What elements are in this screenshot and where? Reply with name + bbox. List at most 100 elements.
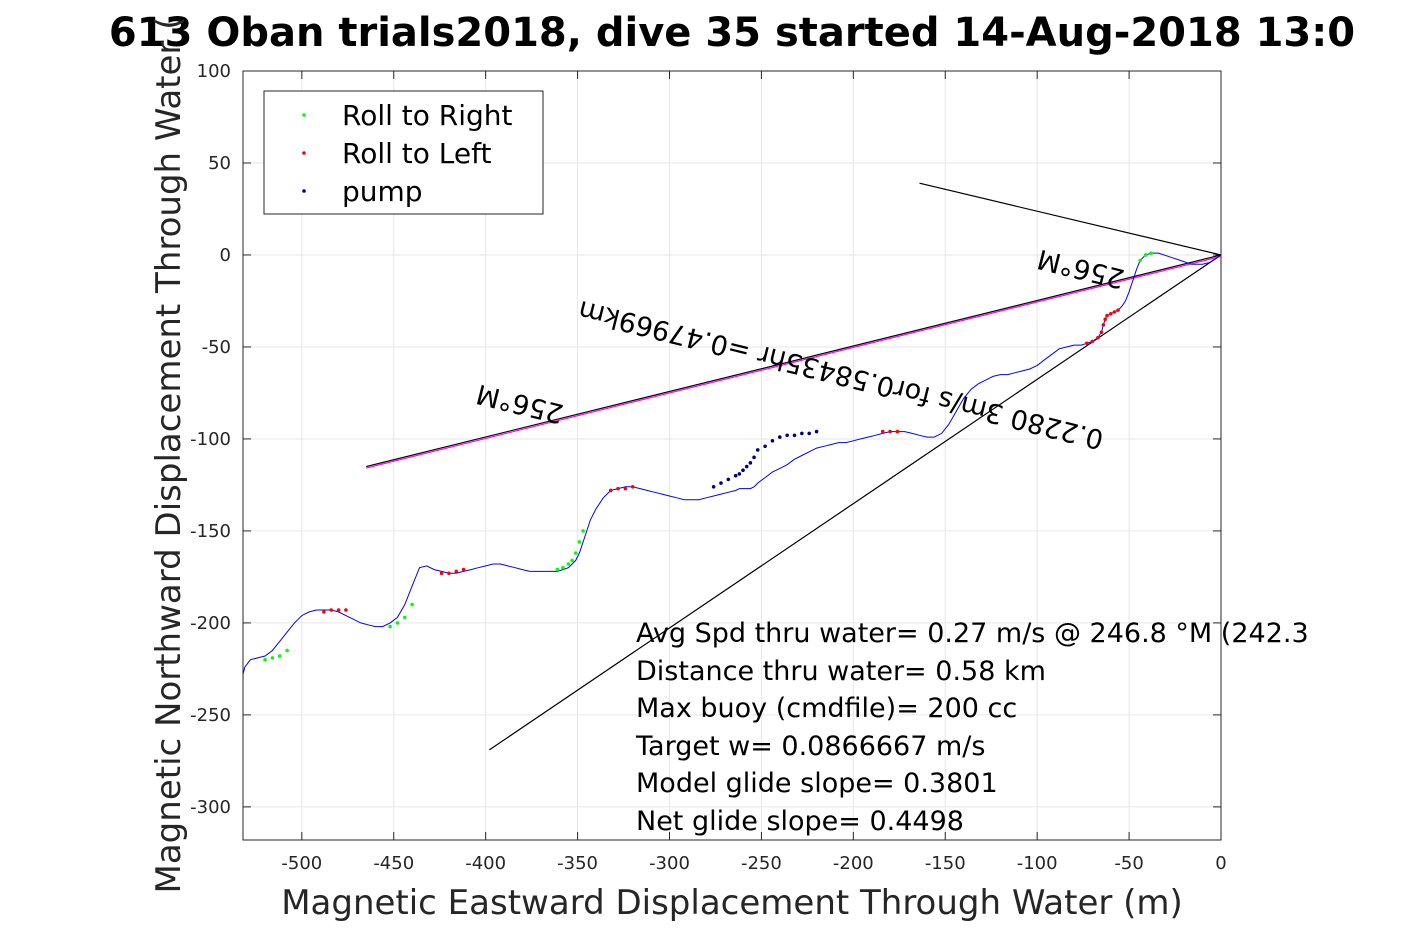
roll-right-point [402, 615, 407, 620]
pump-point [777, 435, 782, 439]
y-tick-label: -150 [190, 521, 231, 542]
roll-right-point [388, 624, 392, 629]
roll-right-point [581, 529, 585, 533]
roll-left-point [616, 486, 620, 491]
roll-left-point [344, 608, 348, 612]
legend-marker-roll-right [302, 113, 306, 117]
roll-right-point [263, 657, 267, 662]
x-tick-label: -250 [741, 853, 782, 874]
x-tick-label: -500 [281, 853, 322, 874]
pump-point [770, 438, 775, 443]
roll-left-point [439, 571, 444, 576]
x-tick-label: -400 [465, 853, 506, 874]
y-tick-label: -300 [190, 797, 231, 818]
roll-left-point [329, 608, 334, 612]
roll-left-point [630, 484, 635, 489]
stat-model-glide-slope: Model glide slope= 0.3801 [636, 768, 998, 799]
x-axis-label: Magnetic Eastward Displacement Through W… [281, 883, 1183, 923]
pump-point [755, 448, 760, 452]
legend-marker-pump [302, 189, 306, 193]
stat-max-buoy: Max buoy (cmdfile)= 200 cc [636, 693, 1017, 724]
pump-point [748, 461, 753, 465]
roll-left-point [1085, 341, 1089, 346]
legend-label-roll-right: Roll to Right [342, 99, 513, 132]
y-tick-label: 50 [208, 153, 231, 174]
roll-right-point [270, 656, 275, 660]
roll-right-point [555, 567, 560, 572]
roll-right-point [1138, 258, 1142, 263]
x-tick-label: -150 [925, 853, 966, 874]
x-tick-label: 0 [1215, 853, 1226, 874]
roll-left-point [1099, 330, 1104, 335]
y-axis-label: Magnetic Northward Displacement Through … [149, 17, 189, 894]
roll-right-point [410, 602, 414, 607]
x-tick-label: -350 [557, 853, 598, 874]
roll-left-point [336, 608, 341, 612]
plot-area-frame [242, 70, 1222, 841]
legend-label-roll-left: Roll to Left [342, 137, 491, 170]
roll-right-point [1149, 251, 1153, 255]
pump-point [800, 431, 804, 436]
marker-series [263, 251, 1153, 662]
pump-point [726, 477, 731, 482]
roll-right-point [395, 621, 400, 625]
roll-right-point [561, 565, 565, 570]
legend-box [263, 90, 544, 215]
heading-line [366, 254, 1222, 469]
roll-left-point [888, 429, 892, 434]
x-tick-label: -200 [833, 853, 874, 874]
legend-marker-roll-left [302, 151, 306, 155]
y-tick-label: -50 [202, 337, 231, 358]
roll-left-point [895, 429, 900, 434]
pump-point [807, 431, 812, 436]
y-tick-label: 0 [220, 245, 231, 266]
y-tick-label: 100 [197, 61, 231, 82]
roll-right-point [573, 551, 578, 555]
x-tick-label: -300 [649, 853, 690, 874]
legend-label-pump: pump [342, 175, 423, 208]
y-tick-label: -100 [190, 429, 231, 450]
pump-point [744, 464, 749, 469]
y-tick-label: -250 [190, 705, 231, 726]
roll-left-point [1090, 339, 1095, 344]
stat-avg-speed: Avg Spd thru water= 0.27 m/s @ 246.8 °M … [636, 618, 1309, 649]
roll-left-point [880, 429, 885, 434]
roll-right-point [285, 648, 289, 653]
pump-point [763, 444, 767, 449]
legend: Roll to Right Roll to Left pump [263, 90, 544, 215]
pump-point [792, 433, 797, 438]
roll-right-point [566, 562, 571, 566]
stat-distance: Distance thru water= 0.58 km [636, 656, 1046, 687]
roll-left-point [1112, 310, 1117, 314]
heading-line-black [366, 254, 1222, 468]
pump-point [785, 433, 789, 438]
x-tick-label: -100 [1017, 853, 1058, 874]
roll-left-point [623, 486, 628, 491]
roll-right-point [577, 540, 582, 544]
pump-point [741, 468, 745, 473]
pump-point [733, 473, 738, 478]
pump-point [752, 455, 756, 460]
roll-right-point [1143, 253, 1148, 257]
y-tick-label: -200 [190, 613, 231, 634]
roll-left-point [1103, 317, 1107, 322]
x-axis-ticks: -500 -450 -400 -350 -300 -250 -200 -150 -100 -50 0 [281, 71, 1227, 874]
chart-title: 613 Oban trials2018, dive 35 started 14-… [109, 10, 1355, 56]
roll-left-point [461, 567, 466, 572]
stat-target-w: Target w= 0.0866667 m/s [635, 731, 985, 762]
roll-left-point [447, 571, 451, 576]
x-tick-label: -450 [373, 853, 414, 874]
stats-block: Avg Spd thru water= 0.27 m/s @ 246.8 °M … [635, 618, 1309, 837]
pump-point [711, 484, 716, 489]
roll-left-point [322, 610, 326, 614]
roll-left-point [1105, 313, 1109, 318]
pump-point [737, 472, 742, 476]
roll-left-point [1096, 335, 1100, 340]
roll-left-point [608, 488, 613, 493]
roll-left-point [1116, 308, 1120, 312]
roll-right-point [570, 558, 574, 563]
roll-left-point [454, 569, 459, 574]
pump-point [814, 429, 819, 434]
roll-left-point [1108, 312, 1113, 316]
